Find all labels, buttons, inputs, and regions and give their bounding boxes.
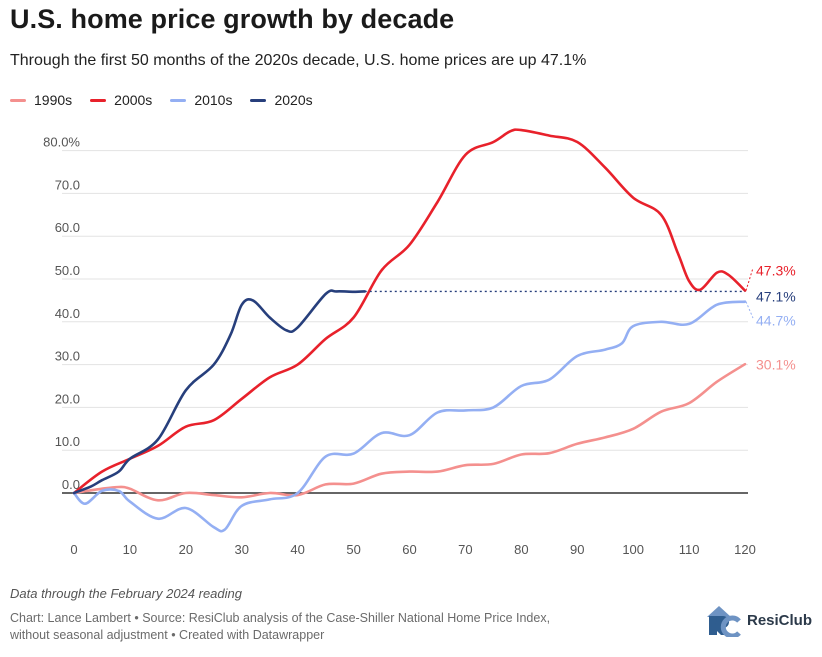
y-tick-label: 70.0 (55, 177, 80, 192)
x-tick-label: 70 (458, 542, 472, 557)
legend-label-1990s: 1990s (34, 92, 73, 108)
end-label-2010s: 44.7% (756, 313, 796, 329)
x-tick-label: 40 (290, 542, 304, 557)
source-line-2: without seasonal adjustment • Created wi… (10, 628, 325, 642)
resiclub-logo-icon (706, 606, 741, 637)
brand-name: ResiClub (746, 611, 812, 629)
x-tick-label: 30 (235, 542, 249, 557)
legend-swatch-2000s (90, 98, 107, 102)
x-tick-label: 0 (70, 542, 77, 557)
end-labels: 30.1% 47.3% 44.7% 47.1% (745, 263, 796, 373)
x-tick-label: 90 (570, 542, 584, 557)
legend-swatch-1990s (10, 98, 26, 102)
legend-label-2000s: 2000s (114, 92, 153, 108)
series-line-2000s (72, 128, 747, 495)
y-tick-label: 20.0 (55, 391, 80, 406)
y-tick-label: 0.0 (62, 477, 80, 492)
x-tick-label: 80 (514, 542, 528, 557)
legend-swatch-2010s (170, 98, 187, 102)
x-tick-label: 120 (734, 542, 756, 557)
end-label-1990s: 30.1% (756, 357, 796, 373)
y-tick-label: 10.0 (55, 434, 80, 449)
legend-label-2010s: 2010s (194, 92, 233, 108)
y-tick-label: 80.0% (43, 135, 80, 150)
legend-item-2000s: 2000s (90, 92, 152, 108)
y-tick-label: 30.0 (55, 349, 80, 364)
end-label-2000s: 47.3% (756, 263, 796, 279)
y-tick-label: 60.0 (55, 220, 80, 235)
series-lines (72, 128, 747, 533)
grid-lines (62, 150, 748, 494)
x-tick-label: 50 (346, 542, 360, 557)
chart-legend: 1990s 2000s 2010s 2020s (10, 92, 313, 108)
x-tick-label: 20 (179, 542, 193, 557)
x-tick-label: 60 (402, 542, 416, 557)
source-credit: Chart: Lance Lambert • Source: ResiClub … (10, 610, 660, 644)
legend-item-1990s: 1990s (10, 92, 72, 108)
end-label-2020s: 47.1% (756, 289, 796, 305)
y-tick-label: 50.0 (55, 263, 80, 278)
x-tick-label: 10 (123, 542, 137, 557)
data-note: Data through the February 2024 reading (10, 586, 242, 601)
chart-subtitle: Through the first 50 months of the 2020s… (10, 52, 587, 69)
x-tick-label: 100 (622, 542, 644, 557)
series-line-1990s (72, 362, 747, 502)
y-tick-label: 40.0 (55, 306, 80, 321)
chart-title: U.S. home price growth by decade (10, 4, 455, 34)
label-connector-2010s (745, 301, 754, 319)
legend-item-2020s: 2020s (250, 92, 313, 108)
legend-label-2020s: 2020s (274, 92, 313, 108)
x-axis-tick-labels: 0 10 20 30 40 50 60 70 80 90 100 110 120 (70, 542, 755, 557)
legend-swatch-2020s (250, 98, 267, 102)
series-line-2010s (72, 300, 747, 533)
y-axis-tick-labels: 0.0 10.0 20.0 30.0 40.0 50.0 60.0 70.0 80.0% (43, 135, 80, 492)
series-line-2020s (72, 289, 367, 495)
x-tick-label: 110 (679, 542, 700, 557)
legend-item-2010s: 2010s (170, 92, 232, 108)
brand-logo[interactable]: ResiClub (705, 603, 812, 637)
source-line-1: Chart: Lance Lambert • Source: ResiClub … (10, 611, 551, 625)
